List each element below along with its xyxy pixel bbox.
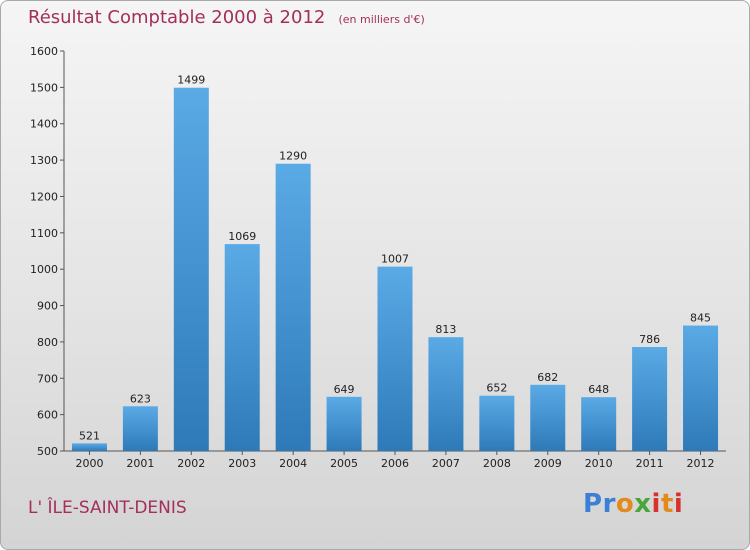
x-tick-label: 2010: [585, 457, 613, 470]
y-tick-label: 700: [37, 372, 58, 385]
y-tick-label: 500: [37, 445, 58, 458]
bar: [428, 337, 464, 451]
x-tick-label: 2009: [534, 457, 562, 470]
x-tick-label: 2011: [636, 457, 664, 470]
bar: [275, 163, 311, 451]
location-name: L' ÎLE-SAINT-DENIS: [28, 498, 187, 518]
data-label: 521: [79, 429, 100, 442]
data-label: 786: [639, 333, 660, 346]
bar: [122, 406, 158, 451]
y-tick-label: 1200: [30, 190, 58, 203]
data-label: 1069: [228, 230, 256, 243]
y-tick-label: 1300: [30, 154, 58, 167]
data-label: 813: [435, 323, 456, 336]
y-tick-label: 1600: [30, 45, 58, 58]
data-label: 845: [690, 312, 711, 325]
chart-title: Résultat Comptable 2000 à 2012 (en milli…: [28, 7, 425, 28]
data-label: 649: [334, 383, 355, 396]
title-text: Résultat Comptable 2000 à 2012: [28, 7, 326, 28]
x-tick-label: 2012: [687, 457, 715, 470]
x-tick-label: 2004: [279, 457, 307, 470]
y-tick-label: 1000: [30, 263, 58, 276]
x-tick-label: 2003: [228, 457, 256, 470]
y-tick-label: 800: [37, 336, 58, 349]
x-tick-label: 2006: [381, 457, 409, 470]
bar: [377, 266, 413, 451]
bar: [479, 395, 515, 451]
bar: [71, 443, 107, 451]
x-tick-label: 2000: [75, 457, 103, 470]
y-tick-label: 1500: [30, 81, 58, 94]
bar: [224, 244, 260, 451]
bar: [632, 347, 668, 451]
bar: [581, 397, 617, 451]
y-tick-label: 1100: [30, 227, 58, 240]
data-label: 1007: [381, 253, 409, 266]
bar: [530, 384, 566, 451]
y-tick-label: 1400: [30, 118, 58, 131]
x-tick-label: 2002: [177, 457, 205, 470]
data-label: 1290: [279, 150, 307, 163]
proxiti-logo: Proxiti: [583, 489, 684, 519]
x-tick-label: 2005: [330, 457, 358, 470]
data-label: 1499: [177, 74, 205, 87]
data-label: 652: [486, 382, 507, 395]
bar: [173, 87, 209, 452]
bar: [326, 396, 362, 451]
data-label: 648: [588, 383, 609, 396]
bar: [683, 325, 719, 451]
x-tick-label: 2001: [126, 457, 154, 470]
data-label: 623: [130, 392, 151, 405]
x-tick-label: 2007: [432, 457, 460, 470]
x-tick-label: 2008: [483, 457, 511, 470]
data-label: 682: [537, 371, 558, 384]
unit-text: (en milliers d'€): [338, 13, 425, 26]
y-tick-label: 600: [37, 409, 58, 422]
y-tick-label: 900: [37, 300, 58, 313]
